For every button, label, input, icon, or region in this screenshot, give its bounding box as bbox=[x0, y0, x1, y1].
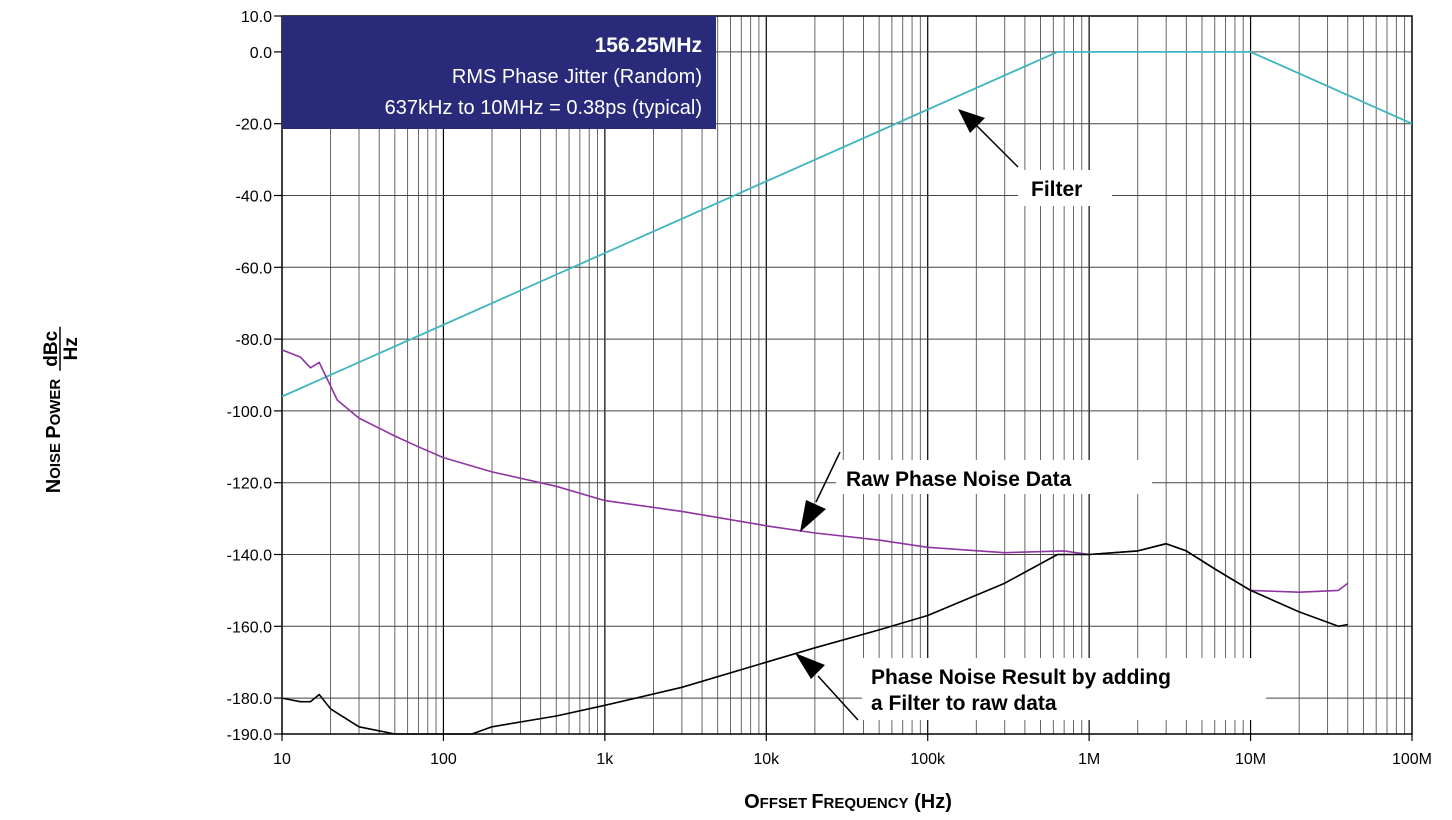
filter-arrow-shaft bbox=[974, 123, 1019, 168]
y-axis-label-unit-numerator: dBc bbox=[41, 330, 62, 366]
y-tick-label: 10.0 bbox=[241, 9, 272, 26]
x-tick-label: 10 bbox=[273, 751, 291, 768]
filter-label-bg bbox=[1018, 170, 1112, 206]
result-annotation-line1: Phase Noise Result by adding bbox=[871, 666, 1171, 689]
y-tick-label: 0.0 bbox=[250, 45, 272, 62]
y-tick-label: -160.0 bbox=[227, 619, 272, 636]
y-tick-label: -180.0 bbox=[227, 691, 272, 708]
x-tick-label: 100k bbox=[910, 751, 946, 768]
x-tick-label: 100M bbox=[1392, 751, 1432, 768]
grid bbox=[282, 15, 1412, 735]
x-tick-label: 10M bbox=[1235, 751, 1266, 768]
y-tick-label: -100.0 bbox=[227, 404, 272, 421]
series-group bbox=[281, 51, 1413, 735]
raw-arrow-shaft bbox=[815, 451, 841, 503]
y-tick-label: -190.0 bbox=[227, 727, 272, 744]
raw-annotation: Raw Phase Noise Data bbox=[846, 468, 1072, 491]
y-axis-label-prefix: NOISE POWER bbox=[43, 379, 65, 494]
result-annotation-line2: a Filter to raw data bbox=[871, 692, 1057, 715]
x-tick-label: 1M bbox=[1078, 751, 1100, 768]
result-arrow-shaft bbox=[817, 675, 859, 721]
info-box-jitter-value: 637kHz to 10MHz = 0.38ps (typical) bbox=[385, 97, 702, 119]
y-tick-label: -40.0 bbox=[236, 189, 273, 206]
y-tick-label: -80.0 bbox=[236, 332, 273, 349]
x-axis-label: OFFSET FREQUENCY (Hz) bbox=[744, 791, 952, 813]
result-label-bg bbox=[862, 658, 1266, 720]
info-box-frequency: 156.25MHz bbox=[595, 34, 702, 57]
x-tick-label: 100 bbox=[430, 751, 457, 768]
y-tick-label: -140.0 bbox=[227, 548, 272, 565]
filter-annotation: Filter bbox=[1031, 178, 1082, 201]
y-tick-label: -120.0 bbox=[227, 476, 272, 493]
series-filter-line bbox=[281, 51, 1413, 398]
y-axis-label-unit-denominator: Hz bbox=[61, 337, 82, 360]
y-tick-label: -60.0 bbox=[236, 260, 273, 277]
x-tick-label: 1k bbox=[596, 751, 614, 768]
annotations: Filter Raw Phase Noise Data Phase Noise … bbox=[795, 109, 1266, 721]
x-axis-ticks: 10 100 1k 10k 100k 1M 10M 100M bbox=[273, 734, 1432, 768]
result-arrow-head bbox=[795, 653, 825, 679]
y-axis-label: NOISE POWER dBc Hz bbox=[41, 326, 82, 494]
y-axis-ticks: 10.0 0.0 -20.0 -40.0 -60.0 -80.0 -100.0 -120.0 -… bbox=[227, 9, 282, 744]
raw-arrow-head bbox=[800, 500, 826, 532]
info-box-jitter-title: RMS Phase Jitter (Random) bbox=[452, 66, 702, 88]
filter-arrow-head bbox=[958, 109, 985, 133]
y-tick-label: -20.0 bbox=[236, 117, 273, 134]
series-result-line bbox=[281, 542, 1348, 735]
plot-frame bbox=[281, 15, 1413, 735]
info-box-background bbox=[282, 16, 716, 129]
x-tick-label: 10k bbox=[753, 751, 780, 768]
raw-label-bg bbox=[836, 460, 1152, 494]
info-box: 156.25MHz RMS Phase Jitter (Random) 637k… bbox=[282, 16, 716, 129]
